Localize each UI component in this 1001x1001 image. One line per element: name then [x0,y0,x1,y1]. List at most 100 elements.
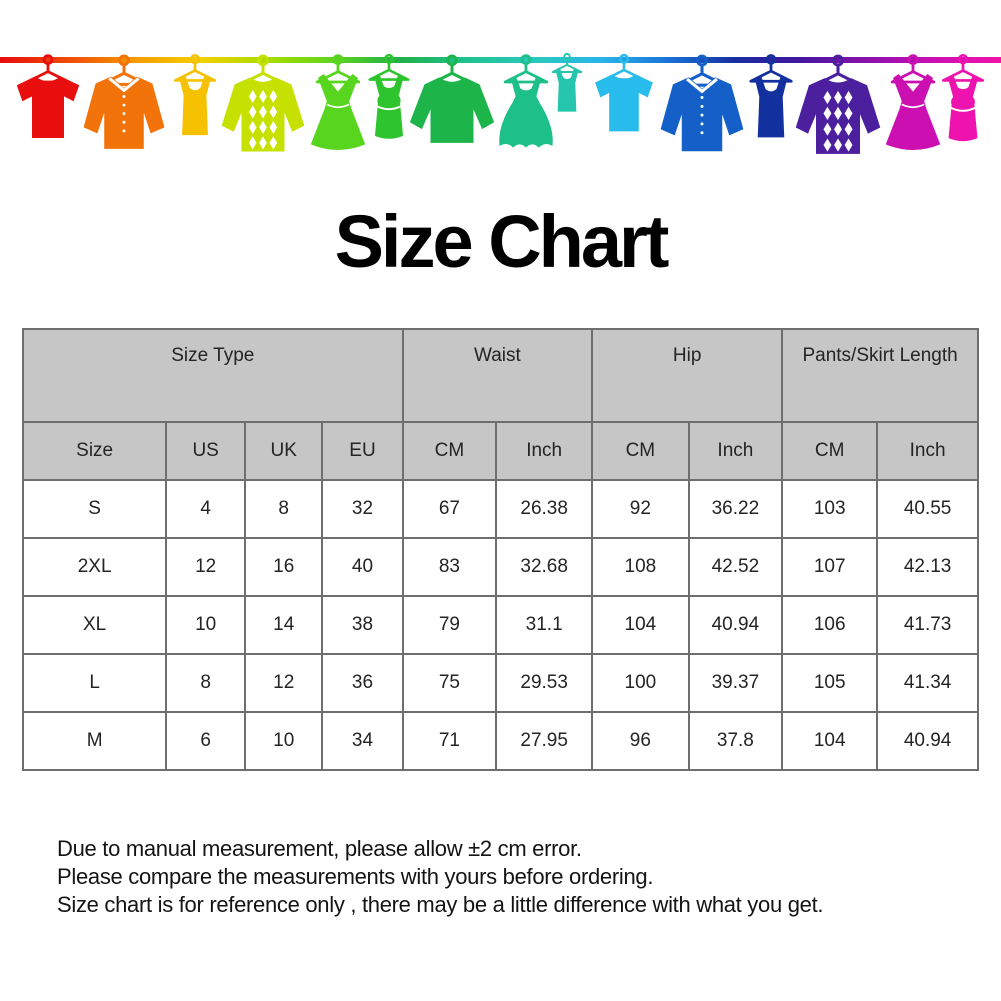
column-header-hip-inch: Inch [687,421,784,481]
value-cell: 34 [321,711,404,771]
measurement-notes: Due to manual measurement, please allow … [57,835,1001,919]
value-cell: 96 [591,711,690,771]
table-column-header-row: Size US UK EU CM Inch CM Inch CM Inch [21,421,979,481]
note-line-2: Please compare the measurements with you… [57,864,654,889]
rainbow-clothesline [0,57,1001,63]
argyle-sweater-icon [221,54,305,152]
value-cell: 40.94 [687,595,784,655]
value-cell: 12 [165,537,247,597]
hanger-hook-icon [332,54,344,66]
column-header-waist-cm: CM [401,421,498,481]
column-header-length-inch: Inch [876,421,979,481]
value-cell: 10 [165,595,247,655]
size-cell: M [21,711,168,771]
hanger-hook-icon [520,54,532,66]
value-cell: 14 [244,595,324,655]
clothing-banner [0,0,1001,168]
value-cell: 104 [781,711,879,771]
hanger-hook-icon [765,54,777,65]
value-cell: 40 [321,537,404,597]
value-cell: 36.22 [687,479,784,539]
size-cell: S [21,479,168,539]
value-cell: 40.55 [876,479,979,539]
tank-top-icon [749,54,793,138]
value-cell: 4 [165,479,247,539]
note-line-1: Due to manual measurement, please allow … [57,836,582,861]
value-cell: 12 [244,653,324,713]
t-shirt-icon [595,53,653,132]
long-sleeve-top-icon [409,54,495,143]
table-row: 2XL 12 16 40 83 32.68 108 42.52 107 42.13 [21,537,979,597]
value-cell: 37.8 [687,711,784,771]
tank-top-icon [173,53,217,136]
value-cell: 100 [591,653,690,713]
value-cell: 32.68 [495,537,594,597]
page-title: Size Chart [334,200,670,283]
tank-dress-icon [368,53,410,139]
shirt-icon [83,54,165,149]
column-header-eu: EU [321,421,404,481]
dress-icon [310,54,366,150]
value-cell: 29.53 [495,653,594,713]
value-cell: 75 [401,653,498,713]
table-group-header-row: Size Type Waist Hip Pants/Skirt Length [22,328,979,423]
value-cell: 41.34 [876,653,979,713]
group-header-waist: Waist [401,328,594,423]
argyle-sweater-icon [795,54,881,154]
value-cell: 104 [591,595,690,655]
flared-dress-icon [499,54,553,148]
column-header-uk: UK [244,421,324,481]
value-cell: 39.37 [687,653,784,713]
tank-dress-icon [941,53,985,142]
value-cell: 106 [781,595,879,655]
column-header-hip-cm: CM [591,421,690,481]
value-cell: 92 [591,479,690,539]
table-row: M 6 10 34 71 27.95 96 37.8 104 40.94 [21,711,979,771]
note-line-3: Size chart is for reference only , there… [57,892,824,917]
size-chart-table: Size Type Waist Hip Pants/Skirt Length S… [21,328,979,771]
table-row: S 4 8 32 67 26.38 92 36.22 103 40.55 [21,479,979,539]
value-cell: 42.52 [687,537,784,597]
column-header-length-cm: CM [781,421,879,481]
value-cell: 67 [401,479,498,539]
value-cell: 79 [401,595,498,655]
size-cell: 2XL [21,537,168,597]
shirt-icon [660,54,744,152]
hanger-hook-icon [907,54,919,66]
value-cell: 31.1 [495,595,594,655]
value-cell: 40.94 [876,711,979,771]
value-cell: 38 [321,595,404,655]
hanger-hook-icon [42,54,54,66]
value-cell: 32 [321,479,404,539]
value-cell: 42.13 [876,537,979,597]
hanger-hook-icon [563,52,571,61]
value-cell: 8 [165,653,247,713]
group-header-hip: Hip [591,328,784,423]
value-cell: 103 [781,479,879,539]
table-row: L 8 12 36 75 29.53 100 39.37 105 41.34 [21,653,979,713]
value-cell: 71 [401,711,498,771]
clothing-banner-svg [0,52,1001,154]
value-cell: 8 [244,479,324,539]
camisole-icon [551,52,583,112]
value-cell: 107 [781,537,879,597]
value-cell: 27.95 [495,711,594,771]
value-cell: 108 [591,537,690,597]
table-row: XL 10 14 38 79 31.1 104 40.94 106 41.73 [21,595,979,655]
group-header-size-type: Size Type [22,328,404,423]
size-cell: L [21,653,168,713]
hanger-hook-icon [957,53,969,65]
value-cell: 26.38 [495,479,594,539]
hanger-hook-icon [189,53,201,65]
value-cell: 83 [401,537,498,597]
value-cell: 10 [244,711,324,771]
column-header-waist-inch: Inch [495,421,594,481]
group-header-pants-skirt-length: Pants/Skirt Length [781,328,979,423]
value-cell: 41.73 [876,595,979,655]
t-shirt-icon [16,54,80,138]
dress-icon [885,54,941,150]
size-cell: XL [21,595,168,655]
value-cell: 6 [165,711,247,771]
column-header-us: US [165,421,247,481]
value-cell: 105 [781,653,879,713]
